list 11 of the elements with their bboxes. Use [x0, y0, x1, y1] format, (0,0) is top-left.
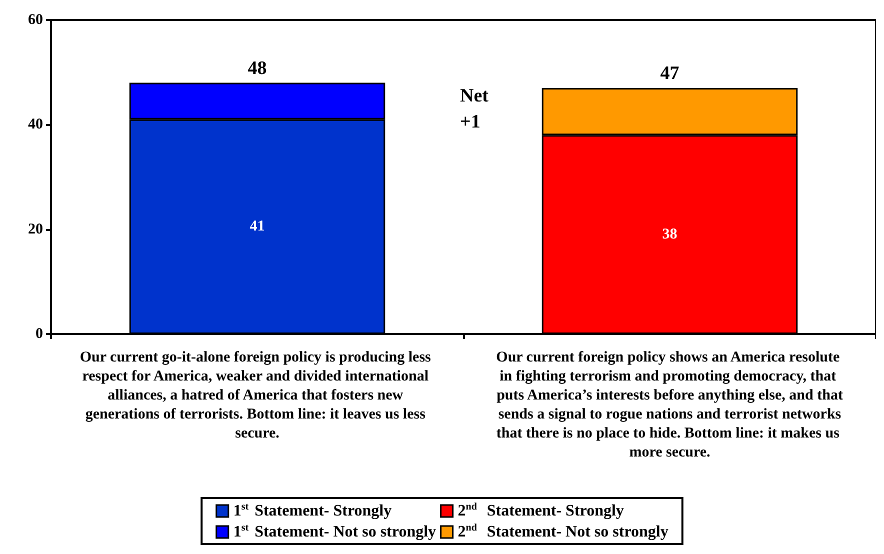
x-tick-label: Our current go-it-alone foreign policy is producing less respect for America, weaker and divided international alliances, a hatred of America that fosters new generations of terrorists. Bottom line: it leaves us less secure.: [80, 350, 435, 442]
total-label: 47: [660, 63, 680, 84]
y-tick-label: 20: [28, 221, 43, 238]
y-tick-label: 60: [28, 12, 43, 28]
total-label: 48: [248, 58, 267, 79]
y-tick-label: 0: [36, 326, 43, 342]
annotation: Net +1: [460, 86, 494, 132]
x-tick-label: Our current foreign policy shows an America resolute in fighting terrorism and promoting democracy, that puts America’s interests before anything else, and that sends a signal to rogue nations and terrorist networks that there is no place to hide. Bottom line: it makes us more secure.: [494, 350, 845, 460]
data-label: 38: [662, 226, 678, 243]
y-tick-label: 40: [28, 116, 43, 133]
data-label: 41: [250, 218, 265, 235]
